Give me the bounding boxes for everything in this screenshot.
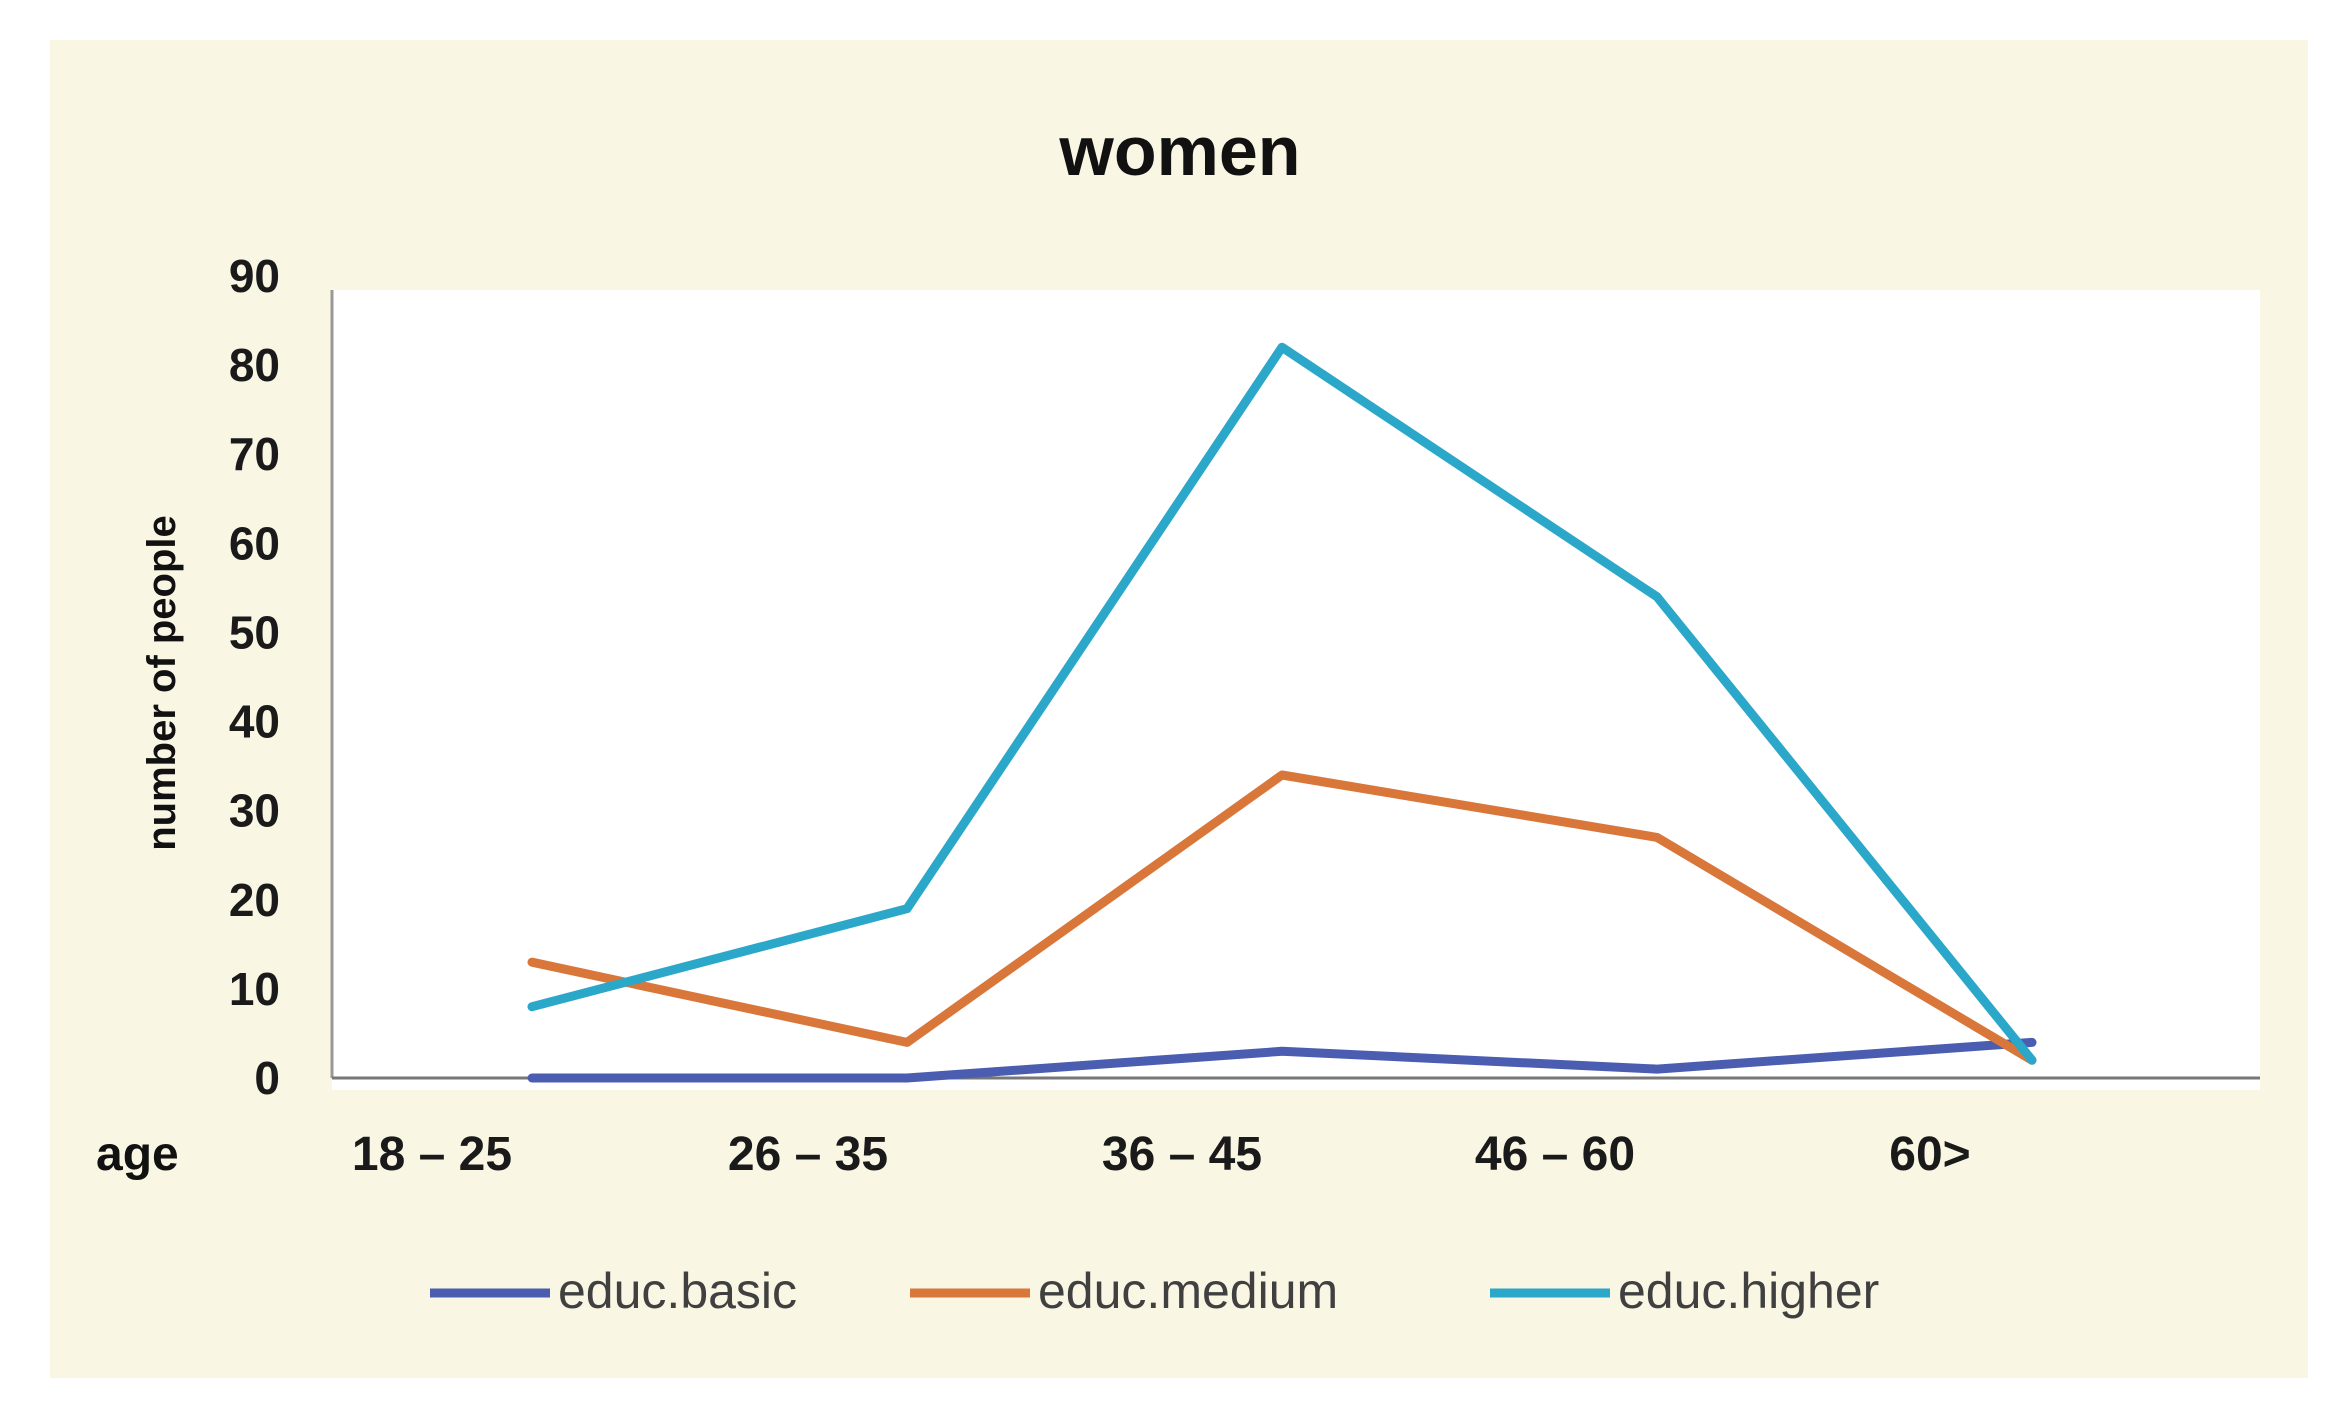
plot-area: [332, 290, 2260, 1090]
y-tick-label: 50: [229, 606, 280, 658]
x-tick-label: 18 – 25: [352, 1128, 512, 1181]
x-tick-label: 46 – 60: [1475, 1128, 1635, 1181]
y-tick-label: 80: [229, 339, 280, 391]
y-tick-label: 40: [229, 696, 280, 748]
x-tick-label: 60>: [1889, 1128, 1970, 1181]
y-tick-label: 90: [229, 250, 280, 302]
y-tick-label: 20: [229, 874, 280, 926]
chart: women number of people age 0 10 20 30 40 50 60…: [50, 40, 2308, 1378]
legend-label: educ.higher: [1618, 1263, 1879, 1319]
y-axis-label: number of people: [140, 515, 184, 851]
y-tick-label: 70: [229, 428, 280, 480]
legend-label: educ.basic: [558, 1263, 797, 1319]
x-tick-label: 36 – 45: [1102, 1128, 1262, 1181]
x-tick-label: 26 – 35: [728, 1128, 888, 1181]
y-tick-label: 60: [229, 517, 280, 569]
legend-label: educ.medium: [1038, 1263, 1338, 1319]
y-tick-label: 10: [229, 963, 280, 1015]
chart-frame: women number of people age 0 10 20 30 40 50 60…: [50, 40, 2308, 1378]
chart-title: women: [1058, 112, 1300, 190]
y-tick-label: 30: [229, 785, 280, 837]
y-tick-label: 0: [254, 1052, 280, 1104]
x-axis-label: age: [96, 1128, 179, 1181]
